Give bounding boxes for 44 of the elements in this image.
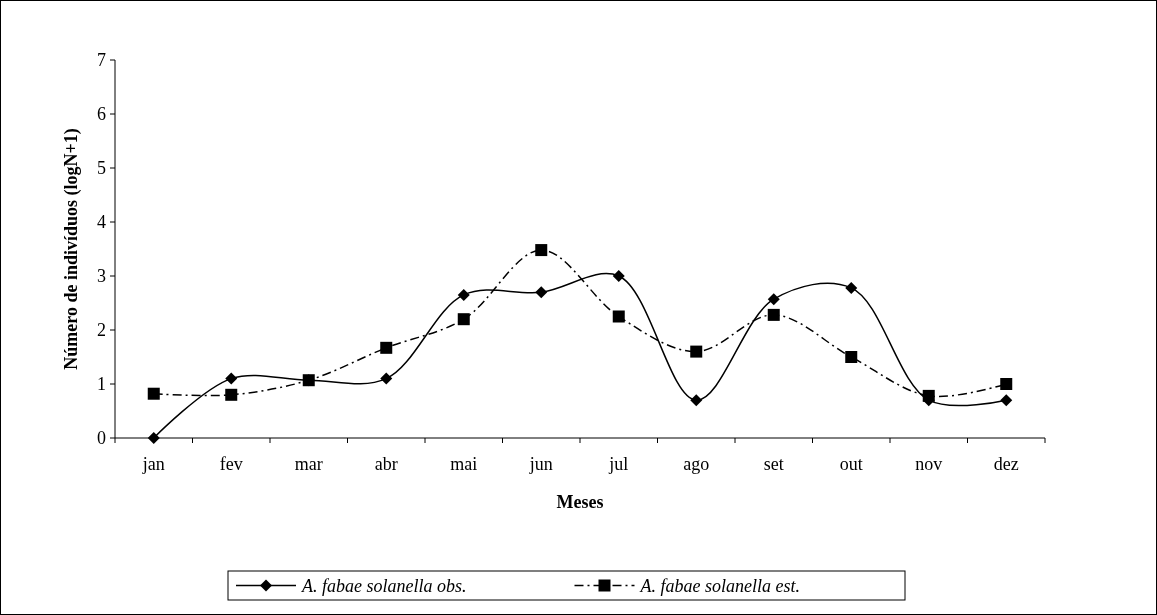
point	[147, 387, 160, 400]
x-tick-label: set	[763, 454, 784, 474]
x-tick-label: jan	[141, 454, 165, 474]
point	[767, 308, 780, 321]
point	[225, 388, 238, 401]
legend-label: A. fabae solanella obs.	[301, 575, 467, 596]
point	[380, 341, 393, 354]
point	[612, 270, 625, 282]
point	[845, 351, 858, 363]
point	[380, 372, 393, 385]
x-tick-label: nov	[915, 454, 943, 474]
point	[1000, 394, 1013, 407]
point	[535, 286, 548, 299]
point	[1000, 378, 1013, 390]
x-tick-label: out	[839, 454, 863, 474]
x-tick-label: jul	[608, 454, 629, 474]
y-tick-label: 5	[97, 158, 106, 179]
point	[767, 293, 780, 306]
y-tick-label: 7	[97, 50, 106, 71]
y-axis-title: Número de indivíduos (logN+1)	[61, 128, 82, 370]
x-tick-label: abr	[374, 454, 398, 474]
point	[225, 372, 238, 385]
x-tick-label: fev	[219, 454, 243, 474]
legend-label: A. fabae solanella est.	[639, 575, 800, 596]
point	[147, 432, 160, 444]
point	[690, 345, 703, 358]
point	[457, 313, 470, 326]
x-tick-label: ago	[683, 454, 710, 474]
y-tick-label: 3	[97, 266, 106, 287]
x-tick-label: mar	[294, 454, 323, 474]
point	[535, 244, 548, 257]
y-tick-label: 0	[97, 428, 106, 449]
y-tick-label: 4	[97, 212, 106, 233]
x-tick-label: jun	[528, 454, 553, 474]
point	[612, 310, 625, 323]
point	[690, 394, 703, 407]
y-tick-label: 1	[97, 374, 106, 395]
y-tick-label: 2	[97, 320, 106, 341]
x-axis-title: Meses	[556, 492, 604, 512]
y-tick-label: 6	[97, 104, 106, 125]
point	[457, 288, 470, 301]
point	[845, 281, 858, 294]
x-tick-label: dez	[993, 454, 1019, 474]
x-tick-label: mai	[450, 454, 478, 474]
